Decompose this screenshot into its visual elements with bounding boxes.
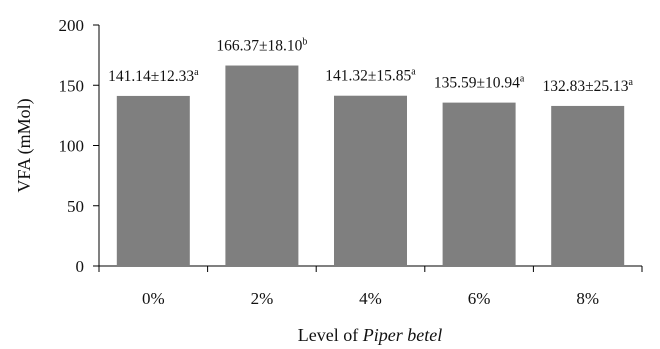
bar-6pct [442, 102, 516, 267]
x-tick-label: 8% [576, 289, 599, 308]
x-tick-label: 6% [468, 289, 491, 308]
y-tick-label: 50 [67, 197, 84, 216]
data-label-superscript: a [411, 67, 416, 78]
y-tick-label: 0 [76, 257, 85, 276]
x-tick-label: 2% [251, 289, 274, 308]
bar-2pct [225, 65, 299, 267]
data-label-value: 141.14±12.33 [108, 68, 194, 85]
data-label-value: 135.59±10.94 [434, 75, 520, 92]
data-label-superscript: a [628, 77, 633, 88]
bars [116, 65, 625, 267]
data-label-value: 166.37±18.10 [216, 38, 302, 55]
data-label-superscript: b [302, 37, 307, 48]
data-labels: 141.14±12.33a166.37±18.10b141.32±15.85a1… [108, 37, 633, 95]
data-label-superscript: a [520, 74, 525, 85]
bar-8pct [551, 105, 625, 266]
x-tick-label: 0% [142, 289, 165, 308]
bar-4pct [334, 95, 407, 266]
x-tick-label: 4% [359, 289, 382, 308]
data-label-superscript: a [194, 67, 199, 78]
y-tick-label: 150 [59, 76, 85, 95]
data-label: 132.83±25.13a [542, 77, 633, 95]
bar-0pct [116, 95, 190, 266]
data-label: 135.59±10.94a [434, 74, 525, 92]
x-axis: 0% 2% 4% 6% 8% [98, 265, 643, 308]
y-tick-label: 100 [59, 137, 85, 156]
y-axis: 0 50 100 150 200 [59, 16, 100, 276]
x-axis-title: Level of Piper betel [298, 325, 442, 345]
data-label: 141.14±12.33a [108, 67, 199, 85]
y-tick-label: 200 [59, 16, 85, 35]
y-axis-title: VFA (mMol) [14, 98, 35, 192]
x-axis-title-italic: Piper betel [362, 325, 442, 345]
x-axis-title-prefix: Level of [298, 325, 363, 345]
data-label-value: 141.32±15.85 [325, 68, 411, 85]
data-label: 141.32±15.85a [325, 67, 416, 85]
data-label-value: 132.83±25.13 [542, 78, 628, 95]
data-label: 166.37±18.10b [216, 37, 307, 55]
